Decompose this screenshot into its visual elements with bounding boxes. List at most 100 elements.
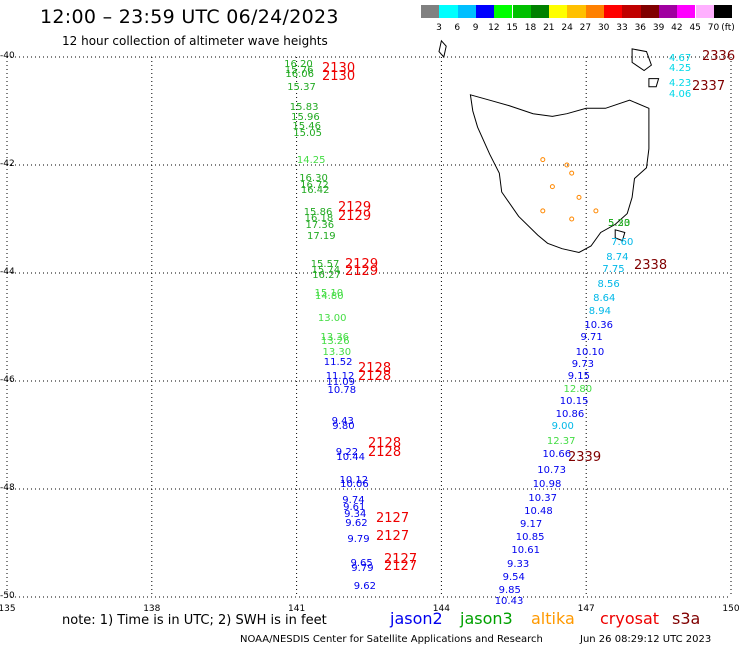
wave-height-value: 9.65 bbox=[350, 557, 373, 569]
wave-height-value: 10.12 bbox=[339, 474, 369, 486]
wave-height-value: 17.19 bbox=[307, 230, 336, 242]
pass-number: 2129 bbox=[345, 264, 379, 279]
legend-label: 6 bbox=[454, 23, 461, 33]
island-coastline bbox=[438, 39, 447, 59]
legend-swatch bbox=[677, 5, 696, 18]
wave-height-value: 9.17 bbox=[520, 518, 543, 530]
pass-number: 2127 bbox=[384, 559, 418, 574]
wave-height-value: 7.60 bbox=[611, 237, 634, 249]
wave-height-value: 10.98 bbox=[532, 479, 562, 491]
wave-height-value: 16.42 bbox=[300, 184, 330, 196]
wave-height-value: 9.54 bbox=[502, 572, 525, 584]
longitude-label: 147 bbox=[577, 604, 595, 614]
pass-number: 2128 bbox=[368, 436, 402, 451]
wave-height-value: 8.74 bbox=[606, 252, 629, 264]
pass-number: 2130 bbox=[322, 61, 356, 76]
wave-height-value: 15.74 bbox=[311, 264, 341, 276]
wave-height-value: 5.33 bbox=[608, 218, 631, 230]
legend-swatch bbox=[512, 5, 531, 18]
island-coastline bbox=[631, 48, 652, 72]
legend-swatch bbox=[421, 5, 440, 18]
satellite-s3a: s3a bbox=[672, 609, 701, 628]
legend-unit: (ft) bbox=[721, 23, 735, 33]
credit-line: NOAA/NESDIS Center for Satellite Applica… bbox=[240, 634, 543, 645]
legend-swatch bbox=[457, 5, 476, 18]
wave-height-value: 10.15 bbox=[559, 395, 589, 407]
latitude-label: -46 bbox=[0, 375, 15, 385]
wave-height-value: 9.15 bbox=[567, 371, 590, 383]
wave-height-value: 9.00 bbox=[551, 420, 574, 432]
lake-marker bbox=[564, 162, 570, 168]
lake-marker bbox=[569, 170, 575, 176]
pass-number: 2129 bbox=[345, 257, 379, 272]
wave-height-value: 9.62 bbox=[345, 518, 368, 530]
legend-swatch bbox=[695, 5, 714, 18]
lake-marker bbox=[549, 184, 555, 190]
legend-label: 33 bbox=[616, 23, 628, 33]
latitude-label: -42 bbox=[0, 159, 15, 169]
lake-marker bbox=[593, 208, 599, 214]
wave-height-value: 12.80 bbox=[563, 384, 593, 396]
longitude-label: 150 bbox=[722, 604, 740, 614]
pass-number: 2127 bbox=[376, 529, 410, 544]
wave-height-value: 10.44 bbox=[336, 451, 366, 463]
pass-number: 2127 bbox=[376, 511, 410, 526]
wave-height-value: 4.23 bbox=[669, 78, 692, 89]
wave-height-value: 15.10 bbox=[314, 287, 344, 299]
wave-height-value: 10.61 bbox=[511, 545, 541, 557]
legend-swatch bbox=[585, 5, 604, 18]
pass-number: 2127 bbox=[384, 552, 418, 567]
satellite-altika: altika bbox=[531, 609, 575, 628]
wave-height-value: 9.80 bbox=[332, 420, 355, 432]
wave-height-value: 9.79 bbox=[347, 534, 370, 546]
legend-label: 42 bbox=[671, 23, 683, 33]
wave-height-value: 14.80 bbox=[315, 291, 344, 303]
wave-height-value: 10.48 bbox=[524, 505, 553, 517]
pass-number: 2339 bbox=[568, 450, 602, 465]
pass-number: 2338 bbox=[634, 258, 668, 273]
legend-label: 12 bbox=[488, 23, 500, 33]
wave-height-value: 10.10 bbox=[575, 346, 605, 358]
wave-height-value: 15.46 bbox=[292, 121, 322, 133]
longitude-label: 144 bbox=[432, 604, 450, 614]
latitude-label: -40 bbox=[0, 51, 15, 61]
wave-height-value: 9.62 bbox=[353, 581, 376, 593]
latitude-label: -48 bbox=[0, 483, 15, 493]
legend-label: 15 bbox=[506, 23, 518, 33]
wave-height-value: 8.56 bbox=[597, 279, 620, 291]
wave-height-value: 15.86 bbox=[303, 206, 333, 218]
wave-height-value: 16.20 bbox=[284, 59, 313, 71]
wave-height-value: 13.30 bbox=[322, 346, 352, 358]
legend-swatch bbox=[567, 5, 586, 18]
longitude-label: 135 bbox=[0, 604, 16, 614]
wave-height-value: 9.71 bbox=[580, 331, 603, 343]
wave-height-value: 10.73 bbox=[537, 465, 566, 477]
map-subtitle: 12 hour collection of altimeter wave hei… bbox=[62, 34, 328, 48]
wave-height-value: 10.78 bbox=[327, 384, 357, 396]
wave-height-value: 5.20 bbox=[608, 218, 631, 230]
latitude-label: -44 bbox=[0, 267, 15, 277]
legend-swatch bbox=[549, 5, 568, 18]
pass-number: 2128 bbox=[368, 445, 402, 460]
legend-swatch bbox=[640, 5, 659, 18]
wave-height-value: 14.25 bbox=[296, 155, 326, 167]
wave-height-value: 8.64 bbox=[593, 292, 616, 304]
legend-swatch bbox=[439, 5, 458, 18]
island-coastline bbox=[648, 78, 660, 88]
wave-height-value: 15.57 bbox=[310, 258, 340, 270]
wave-height-value: 17.36 bbox=[305, 220, 335, 231]
latitude-label: -50 bbox=[0, 591, 15, 601]
wave-height-value: 16.30 bbox=[299, 172, 328, 184]
wave-height-value: 11.09 bbox=[326, 376, 356, 388]
wave-height-value: 9.74 bbox=[342, 495, 365, 507]
satellite-cryosat: cryosat bbox=[600, 609, 660, 628]
wave-height-value: 7.75 bbox=[602, 264, 625, 276]
wave-height-value: 13.36 bbox=[320, 331, 350, 343]
wave-height-value: 10.85 bbox=[515, 531, 545, 543]
wave-height-value: 10.66 bbox=[542, 449, 572, 460]
lake-marker bbox=[540, 208, 546, 214]
legend-swatch bbox=[622, 5, 641, 18]
island-coastline bbox=[614, 229, 626, 242]
